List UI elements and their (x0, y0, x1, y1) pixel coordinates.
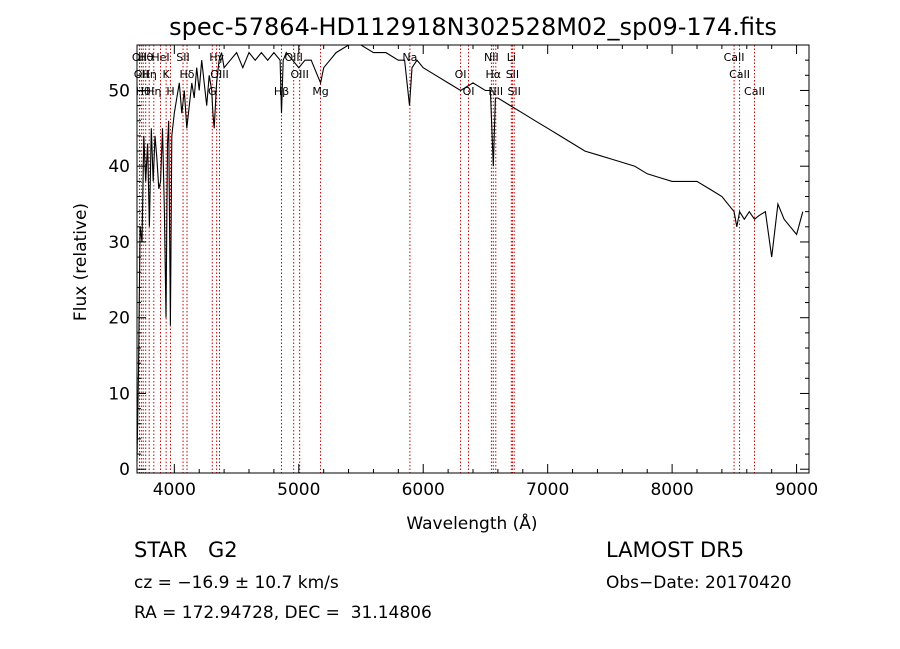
line-label: OI (463, 85, 475, 98)
plot-frame (136, 44, 810, 474)
line-label: Hη (142, 68, 157, 81)
line-label: OIII (210, 68, 228, 81)
line-label: Li (507, 51, 516, 64)
line-label: H (166, 85, 174, 98)
line-label: OIII (284, 51, 302, 64)
ra-dec-coordinates: RA = 172.94728, DEC = 31.14806 (134, 603, 432, 623)
x-tick-label: 8000 (650, 480, 693, 500)
chart-title: spec-57864-HD112918N302528M02_sp09-174.f… (169, 13, 777, 41)
object-subclass: G2 (208, 538, 238, 562)
y-tick-label: 30 (108, 233, 130, 253)
line-label: Hα (486, 68, 502, 81)
line-label: Hθ (136, 85, 151, 98)
line-label: K (163, 68, 171, 81)
line-label: CaII (729, 68, 750, 81)
x-tick-label: 7000 (526, 480, 569, 500)
line-label: SII (507, 85, 520, 98)
line-label: Hη (146, 85, 161, 98)
redshift-velocity: cz = −16.9 ± 10.7 km/s (134, 573, 339, 593)
line-label: CaII (724, 51, 745, 64)
line-label: NII (488, 85, 503, 98)
survey-name: LAMOST DR5 (606, 538, 745, 562)
x-tick-label: 5000 (277, 480, 320, 500)
line-label: SII (176, 51, 189, 64)
line-label: Mg (312, 85, 328, 98)
x-axis-ticks: 4000 5000 6000 7000 8000 9000 (153, 45, 818, 500)
y-tick-label: 40 (108, 157, 130, 177)
x-tick-label: 9000 (775, 480, 818, 500)
line-label: NII (484, 51, 499, 64)
spectral-line-labels: OIIOIIHθHθHηHηHeIKHSIIHδGHγOIIIHβOIIIOII… (132, 51, 765, 98)
y-axis-ticks: 0 10 20 30 40 50 (108, 59, 809, 480)
y-tick-label: 20 (108, 309, 130, 329)
x-axis-label: Wavelength (Å) (406, 512, 537, 534)
y-tick-label: 50 (108, 81, 130, 101)
x-tick-label: 4000 (153, 480, 196, 500)
y-axis-label: Flux (relative) (71, 203, 91, 321)
line-label: OI (455, 68, 467, 81)
line-label: OII (132, 51, 147, 64)
x-tick-label: 6000 (402, 480, 445, 500)
line-label: SII (506, 68, 519, 81)
object-class: STAR (134, 538, 188, 562)
line-label: Na (402, 51, 417, 64)
y-tick-label: 0 (119, 460, 130, 480)
y-tick-label: 10 (108, 384, 130, 404)
line-label: Hδ (180, 68, 195, 81)
line-label: HeI (151, 51, 169, 64)
observation-date: Obs−Date: 20170420 (606, 573, 792, 593)
line-label: OIII (290, 68, 308, 81)
line-label: OII (134, 68, 149, 81)
spectral-line-markers (138, 45, 755, 473)
line-label: CaII (744, 85, 765, 98)
line-label: Hβ (274, 85, 289, 98)
spectrum-line (136, 44, 804, 462)
line-label: Hθ (138, 51, 153, 64)
